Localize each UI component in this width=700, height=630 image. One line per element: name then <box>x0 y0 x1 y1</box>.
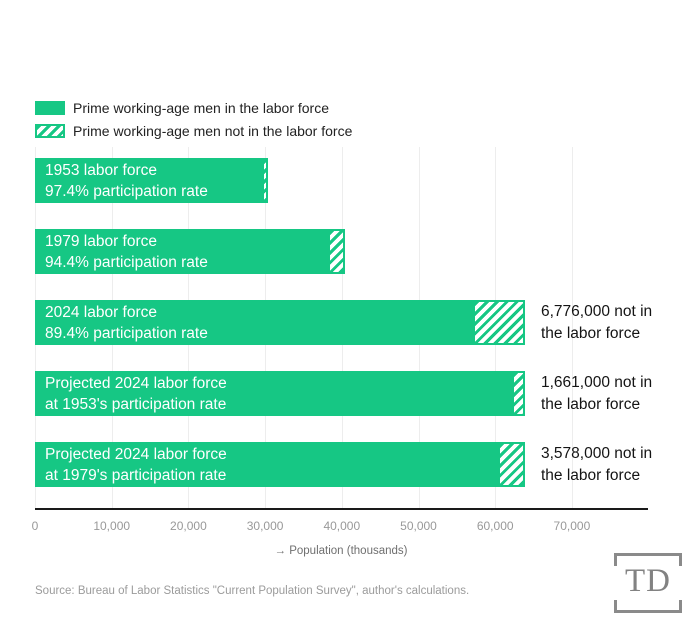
axis-tick-label: 60,000 <box>476 519 514 533</box>
axis-tick-label: 20,000 <box>170 519 207 533</box>
bar-label: Projected 2024 labor force <box>45 374 227 392</box>
bar-projected-1979-annotation: 3,578,000 not in the labor force <box>541 443 652 487</box>
source-note: Source: Bureau of Labor Statistics "Curr… <box>35 585 470 597</box>
bar-1979-solid-segment: 1979 labor force 94.4% participation rat… <box>35 229 328 274</box>
annotation-line: the labor force <box>541 395 641 413</box>
bar-1979-hatched-segment <box>328 229 345 274</box>
bar-label: 89.4% participation rate <box>45 324 208 342</box>
annotation-line: the labor force <box>541 466 641 484</box>
logo-top-bracket-icon <box>614 553 682 566</box>
logo-text: TD <box>625 563 671 600</box>
bar-label: at 1953's participation rate <box>45 395 227 413</box>
bar-label: 1953 labor force <box>45 161 158 179</box>
bar-1953[interactable]: 1953 labor force 97.4% participation rat… <box>35 158 268 203</box>
annotation-line: the labor force <box>541 324 641 342</box>
bar-1953-solid-segment: 1953 labor force 97.4% participation rat… <box>35 158 262 203</box>
x-axis-title: → Population (thousands) <box>274 545 408 557</box>
axis-tick-label: 40,000 <box>323 519 361 533</box>
bar-2024-solid-segment: 2024 labor force 89.4% participation rat… <box>35 300 473 345</box>
bar-row-1979: 1979 labor force 94.4% participation rat… <box>0 229 700 274</box>
bar-row-projected-1979: Projected 2024 labor force at 1979's par… <box>0 442 700 487</box>
axis-tick-label: 0 <box>31 519 39 533</box>
bar-2024[interactable]: 2024 labor force 89.4% participation rat… <box>35 300 525 345</box>
bar-2024-annotation: 6,776,000 not in the labor force <box>541 301 652 345</box>
legend-item-in-labor-force: Prime working-age men in the labor force <box>35 96 352 119</box>
bar-label: at 1979's participation rate <box>45 466 227 484</box>
legend-label-not-in-labor-force: Prime working-age men not in the labor f… <box>73 122 353 139</box>
bar-1979[interactable]: 1979 labor force 94.4% participation rat… <box>35 229 345 274</box>
legend-swatch-hatched-icon <box>35 123 65 138</box>
gridline <box>571 147 573 508</box>
td-logo: TD <box>614 553 682 613</box>
bar-label: Projected 2024 labor force <box>45 445 227 463</box>
x-axis-line <box>35 508 648 510</box>
axis-tick-label: 50,000 <box>400 519 437 533</box>
annotation-line: 1,661,000 not in <box>541 373 653 391</box>
legend-item-not-in-labor-force: Prime working-age men not in the labor f… <box>35 119 352 142</box>
axis-tick-label: 10,000 <box>93 519 131 533</box>
legend-swatch-solid-icon <box>35 100 65 115</box>
logo-bottom-bracket-icon <box>614 600 682 613</box>
axis-tick-label: 30,000 <box>246 519 284 533</box>
bar-label: 1979 labor force <box>45 232 158 250</box>
bar-1953-hatched-segment <box>262 158 268 203</box>
bar-projected-1953-annotation: 1,661,000 not in the labor force <box>541 372 652 416</box>
legend: Prime working-age men in the labor force… <box>35 96 352 142</box>
bar-label: 97.4% participation rate <box>45 182 208 200</box>
bar-2024-hatched-segment <box>473 300 525 345</box>
bar-projected-1979-solid-segment: Projected 2024 labor force at 1979's par… <box>35 442 498 487</box>
annotation-line: 6,776,000 not in <box>541 302 653 320</box>
legend-label-in-labor-force: Prime working-age men in the labor force <box>73 99 330 116</box>
annotation-line: 3,578,000 not in <box>541 444 653 462</box>
bar-projected-1953-hatched-segment <box>512 371 525 416</box>
bar-projected-1979-hatched-segment <box>498 442 525 487</box>
axis-tick-label: 70,000 <box>553 519 591 533</box>
bar-row-2024: 2024 labor force 89.4% participation rat… <box>0 300 700 345</box>
bar-projected-1953-solid-segment: Projected 2024 labor force at 1953's par… <box>35 371 512 416</box>
bar-row-1953: 1953 labor force 97.4% participation rat… <box>0 158 700 203</box>
bar-row-projected-1953: Projected 2024 labor force at 1953's par… <box>0 371 700 416</box>
bar-label: 2024 labor force <box>45 303 158 321</box>
bar-projected-1979[interactable]: Projected 2024 labor force at 1979's par… <box>35 442 525 487</box>
bar-label: 94.4% participation rate <box>45 253 208 271</box>
bar-projected-1953[interactable]: Projected 2024 labor force at 1953's par… <box>35 371 525 416</box>
